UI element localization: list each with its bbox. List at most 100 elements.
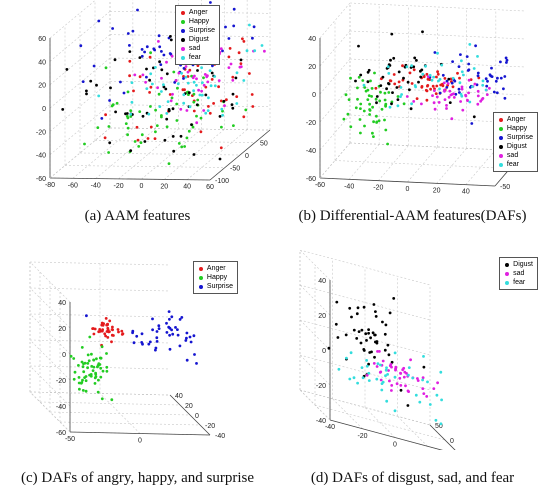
legend-marker bbox=[505, 271, 510, 276]
data-point bbox=[179, 107, 183, 111]
data-point bbox=[145, 87, 149, 90]
data-point bbox=[397, 70, 401, 74]
data-point bbox=[132, 341, 136, 345]
legend-label: sad bbox=[188, 45, 201, 52]
data-point bbox=[192, 89, 196, 93]
z-tick-label: 0 bbox=[42, 106, 46, 113]
legend-label: fear bbox=[513, 279, 526, 286]
data-point bbox=[386, 373, 389, 376]
data-point bbox=[468, 100, 472, 104]
data-point bbox=[170, 315, 174, 319]
data-point bbox=[195, 114, 198, 118]
data-point bbox=[436, 72, 440, 76]
y-tick-label: 50 bbox=[435, 423, 443, 430]
data-point bbox=[129, 112, 133, 116]
data-point bbox=[389, 79, 393, 83]
data-point bbox=[96, 390, 100, 394]
data-point bbox=[383, 98, 387, 102]
x-tick-label: -50 bbox=[65, 436, 75, 443]
data-point bbox=[467, 62, 471, 66]
data-point bbox=[183, 145, 187, 148]
data-point bbox=[235, 71, 239, 75]
data-point bbox=[432, 387, 436, 390]
data-point bbox=[116, 328, 120, 331]
data-point bbox=[126, 126, 130, 130]
data-point bbox=[503, 75, 507, 78]
data-point bbox=[349, 351, 353, 355]
data-point bbox=[467, 91, 470, 95]
data-point bbox=[438, 91, 442, 95]
data-point bbox=[355, 337, 359, 340]
data-point bbox=[475, 83, 479, 87]
data-point bbox=[397, 80, 401, 84]
data-point bbox=[188, 335, 192, 339]
x-tick-label: 0 bbox=[393, 442, 397, 449]
data-point bbox=[421, 72, 425, 76]
data-point bbox=[131, 331, 135, 335]
data-point bbox=[138, 110, 142, 113]
data-point bbox=[367, 94, 371, 97]
data-point bbox=[139, 141, 143, 145]
z-tick-label: 20 bbox=[308, 64, 316, 71]
data-point bbox=[375, 121, 378, 124]
y-tick-label: 0 bbox=[245, 153, 249, 160]
data-point bbox=[128, 50, 132, 53]
data-point bbox=[472, 115, 476, 119]
data-point bbox=[349, 125, 353, 129]
data-point bbox=[187, 91, 191, 95]
data-point bbox=[490, 66, 493, 70]
data-point bbox=[242, 79, 246, 82]
data-point bbox=[160, 115, 163, 119]
data-point bbox=[362, 83, 366, 87]
data-point bbox=[425, 98, 429, 102]
data-point bbox=[159, 63, 163, 66]
data-point bbox=[155, 340, 159, 343]
data-point bbox=[374, 97, 378, 101]
data-point bbox=[231, 75, 235, 79]
data-point bbox=[222, 99, 226, 103]
grid-line bbox=[49, 57, 111, 109]
data-point bbox=[193, 353, 196, 356]
data-point bbox=[385, 366, 388, 370]
data-point bbox=[165, 112, 169, 115]
data-point bbox=[436, 381, 439, 385]
data-point bbox=[217, 85, 221, 89]
data-point bbox=[402, 76, 405, 80]
legend-label: sad bbox=[506, 152, 519, 159]
data-point bbox=[110, 328, 114, 331]
data-point bbox=[140, 133, 144, 137]
z-tick-label: -20 bbox=[36, 129, 46, 136]
data-point bbox=[372, 135, 375, 139]
data-point bbox=[471, 85, 474, 88]
data-point bbox=[169, 38, 173, 42]
data-point bbox=[160, 50, 163, 53]
z-tick-label: 0 bbox=[62, 352, 66, 359]
data-point bbox=[184, 339, 188, 342]
data-point bbox=[439, 422, 443, 426]
legend-marker bbox=[505, 262, 510, 267]
caption-b: (b) Differential-AAM features(DAFs) bbox=[298, 208, 527, 224]
data-point bbox=[470, 122, 474, 125]
data-point bbox=[79, 44, 83, 48]
data-point bbox=[126, 90, 130, 94]
data-point bbox=[381, 320, 384, 324]
data-point bbox=[363, 86, 367, 89]
data-point bbox=[154, 66, 157, 69]
data-point bbox=[158, 105, 162, 108]
data-point bbox=[126, 32, 130, 35]
data-point bbox=[111, 27, 114, 30]
data-point bbox=[101, 369, 105, 373]
data-point bbox=[218, 115, 222, 118]
data-point bbox=[97, 94, 101, 98]
data-point bbox=[354, 79, 357, 83]
data-point bbox=[85, 92, 88, 96]
grid-line bbox=[299, 354, 331, 386]
data-point bbox=[456, 71, 459, 75]
data-point bbox=[400, 93, 403, 96]
data-point bbox=[359, 107, 362, 110]
data-point bbox=[192, 153, 196, 156]
data-point bbox=[424, 88, 428, 92]
data-point bbox=[208, 69, 212, 72]
data-point bbox=[217, 79, 221, 82]
data-point bbox=[352, 328, 356, 332]
